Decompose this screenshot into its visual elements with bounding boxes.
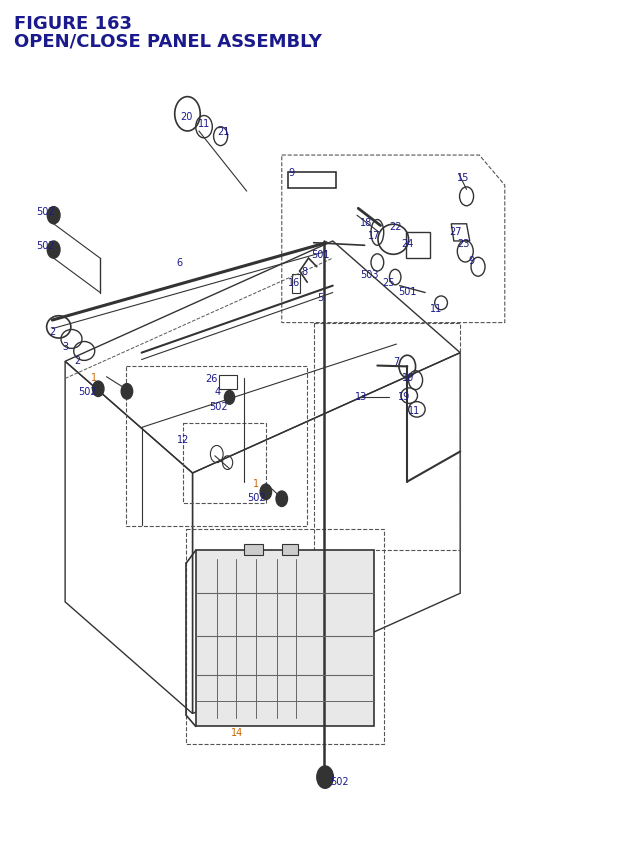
Text: 7: 7 xyxy=(394,356,399,367)
Circle shape xyxy=(276,492,287,507)
Circle shape xyxy=(47,242,60,259)
Text: 24: 24 xyxy=(402,238,414,249)
Text: 27: 27 xyxy=(449,226,461,237)
Text: 16: 16 xyxy=(289,278,301,288)
Text: 17: 17 xyxy=(368,231,380,241)
Text: FIGURE 163: FIGURE 163 xyxy=(14,15,132,33)
Text: 14: 14 xyxy=(231,728,243,738)
Circle shape xyxy=(47,208,60,225)
Circle shape xyxy=(260,485,271,500)
Text: 501: 501 xyxy=(311,250,329,259)
Text: 502: 502 xyxy=(209,401,227,412)
Text: OPEN/CLOSE PANEL ASSEMBLY: OPEN/CLOSE PANEL ASSEMBLY xyxy=(14,32,322,50)
Text: 23: 23 xyxy=(457,238,470,249)
Circle shape xyxy=(317,766,333,789)
Text: 11: 11 xyxy=(408,406,420,416)
Text: 502: 502 xyxy=(36,241,55,251)
Text: 26: 26 xyxy=(205,374,218,384)
Text: 9: 9 xyxy=(468,256,475,265)
Text: 502: 502 xyxy=(247,492,266,503)
Text: 8: 8 xyxy=(301,267,307,276)
Text: 11: 11 xyxy=(198,119,210,129)
Text: 502: 502 xyxy=(36,207,55,217)
Text: 503: 503 xyxy=(360,269,379,279)
Circle shape xyxy=(225,391,235,405)
Text: 502: 502 xyxy=(330,776,348,785)
Text: 11: 11 xyxy=(430,304,442,313)
Text: 2: 2 xyxy=(75,355,81,365)
Text: 19: 19 xyxy=(398,391,410,401)
Text: 501: 501 xyxy=(399,287,417,296)
Text: 502: 502 xyxy=(78,387,97,397)
Polygon shape xyxy=(196,551,374,727)
Bar xyxy=(282,545,298,555)
Text: 3: 3 xyxy=(62,342,68,351)
Text: 2: 2 xyxy=(49,327,56,337)
Text: 25: 25 xyxy=(383,278,395,288)
Text: 12: 12 xyxy=(177,434,189,444)
Bar xyxy=(292,275,300,294)
Text: 4: 4 xyxy=(215,387,221,397)
Bar xyxy=(288,173,336,189)
Circle shape xyxy=(121,384,132,400)
Text: 6: 6 xyxy=(177,258,183,268)
Text: 1: 1 xyxy=(91,372,97,382)
Bar xyxy=(244,545,262,555)
Text: 20: 20 xyxy=(180,112,193,122)
Text: 10: 10 xyxy=(402,372,414,382)
Bar xyxy=(406,233,430,259)
Bar xyxy=(220,375,237,389)
Text: 9: 9 xyxy=(288,168,294,178)
Text: 1: 1 xyxy=(253,479,259,489)
Circle shape xyxy=(93,381,104,397)
Text: 22: 22 xyxy=(389,221,401,232)
Text: 21: 21 xyxy=(217,127,229,137)
Text: 13: 13 xyxy=(355,391,367,401)
Text: 5: 5 xyxy=(317,293,323,302)
Text: 15: 15 xyxy=(457,172,470,183)
Text: 18: 18 xyxy=(360,218,372,228)
